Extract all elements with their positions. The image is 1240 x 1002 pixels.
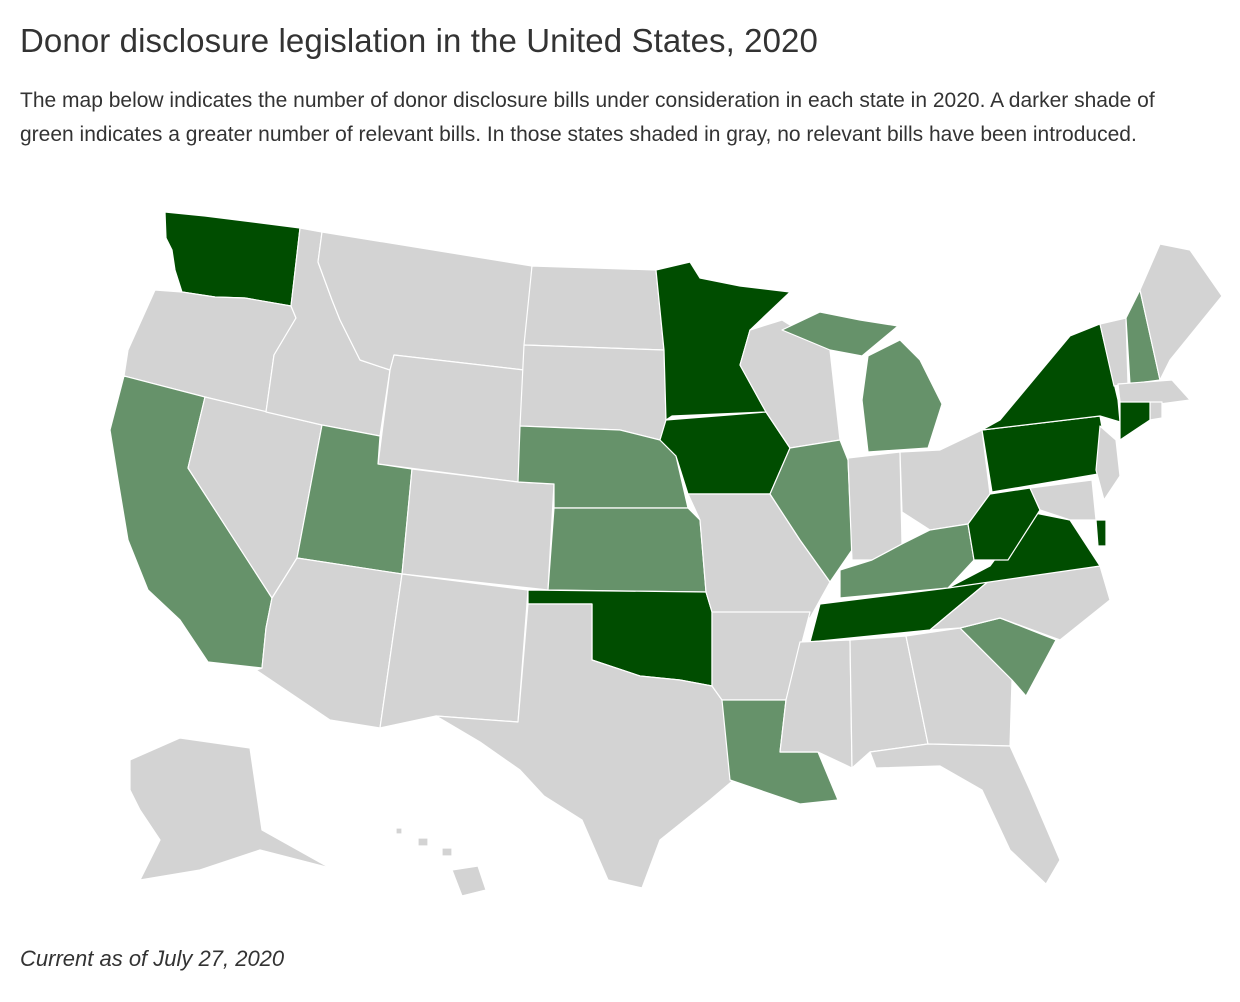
state-delaware[interactable] [1095,519,1107,547]
state-north-dakota[interactable] [523,265,665,351]
state-michigan[interactable] [781,311,899,357]
state-hawaii[interactable] [395,827,487,897]
state-maryland[interactable] [1029,479,1097,521]
state-colorado[interactable] [401,468,555,591]
state-kansas[interactable] [547,507,707,593]
state-new-jersey[interactable] [1095,425,1121,501]
map-description: The map below indicates the number of do… [20,89,1155,146]
state-south-dakota[interactable] [519,344,667,441]
state-rhode-island[interactable] [1149,401,1163,421]
state-virginia[interactable] [947,511,1101,589]
state-michigan-lower[interactable] [861,339,943,453]
state-maine[interactable] [1139,243,1223,381]
state-connecticut[interactable] [1119,401,1151,441]
state-texas[interactable] [435,603,737,889]
map-title: Donor disclosure legislation in the Unit… [20,22,818,59]
state-alaska[interactable] [129,737,331,881]
state-wyoming[interactable] [377,354,525,483]
state-massachusetts[interactable] [1117,379,1191,405]
state-florida[interactable] [869,743,1061,885]
state-indiana[interactable] [847,451,903,561]
us-choropleth-map [109,211,1223,897]
state-illinois[interactable] [769,439,853,583]
state-georgia[interactable] [905,627,1013,747]
state-new-york[interactable] [981,323,1121,431]
map-footer-date: Current as of July 27, 2020 [20,946,285,971]
state-new-mexico[interactable] [379,573,529,729]
